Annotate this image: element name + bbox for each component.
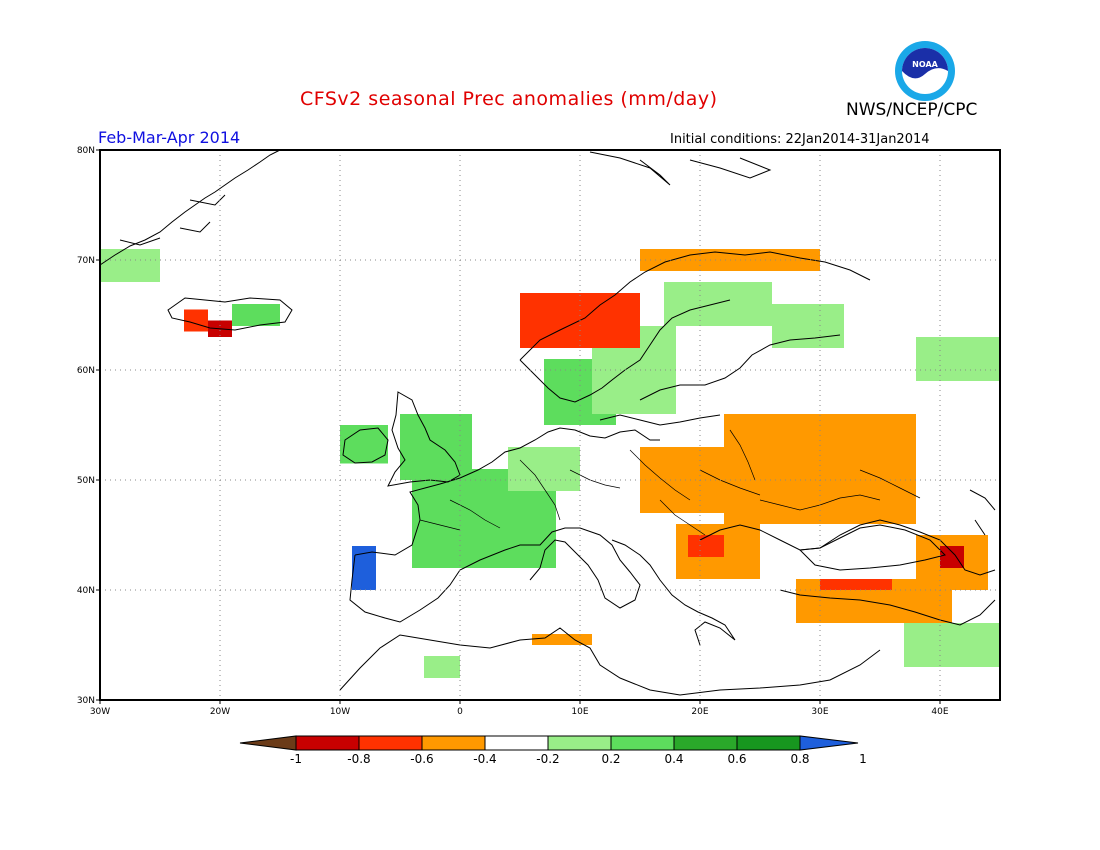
colorbar-label: 0.8 (790, 752, 809, 766)
lat-tick-label: 50N (77, 476, 95, 486)
colorbar-label: 0.4 (664, 752, 683, 766)
lon-tick-label: 20W (210, 707, 230, 717)
colorbar-label: -1 (290, 752, 302, 766)
lat-tick-label: 70N (77, 256, 95, 266)
colorbar-box (421, 735, 486, 751)
lon-tick-label: 10W (330, 707, 350, 717)
lat-tick-label: 60N (77, 366, 95, 376)
colorbar-arrow-right (799, 735, 859, 751)
anomaly-cell-germany-wet (508, 447, 580, 491)
colorbar-arrow-left (239, 735, 297, 751)
noaa-logo-text: NOAA (912, 60, 938, 69)
colorbar-box (358, 735, 423, 751)
lat-tick-label: 80N (77, 146, 95, 156)
axis-ticks: 30W 20W 10W 0 10E 20E 30E 40E 30N 40N 50N 60N 70N 80N (77, 146, 949, 717)
lat-tick-label: 40N (77, 586, 95, 596)
season-label: Feb-Mar-Apr 2014 (98, 128, 241, 147)
lon-tick-label: 10E (571, 707, 588, 717)
anomaly-cell-iceland-west-dry (184, 309, 208, 332)
anomaly-cell-north-africa-dry (532, 634, 592, 645)
anomaly-cell-ireland-wet (340, 425, 388, 464)
map-frame (99, 149, 1001, 701)
colorbar-box (673, 735, 738, 751)
noaa-logo: NOAA (895, 41, 955, 101)
anomaly-cell-iceland-east-wet (232, 304, 280, 326)
anomaly-cell-iberia-nw-very-wet (352, 546, 376, 590)
colorbar-label: -0.4 (473, 752, 496, 766)
graticule (100, 150, 1000, 700)
colorbar-label: -0.2 (536, 752, 559, 766)
colorbar-box (295, 735, 360, 751)
colorbar-label: 1 (859, 752, 867, 766)
anomaly-cell-turkey-strong-dry (820, 579, 892, 590)
colorbar-label: 0.2 (601, 752, 620, 766)
lon-tick-label: 30E (811, 707, 828, 717)
colorbar-box (610, 735, 675, 751)
colorbar: -1 -0.8 -0.6 -0.4 -0.2 0.2 0.4 0.6 0.8 1 (239, 735, 867, 766)
lon-tick-label: 30W (90, 707, 110, 717)
agency-label: NWS/NCEP/CPC (846, 100, 978, 120)
anomaly-cell-poland-dry (640, 447, 724, 513)
page-title: CFSv2 seasonal Prec anomalies (mm/day) (300, 88, 718, 110)
colorbar-box (736, 735, 801, 751)
colorbar-label: -0.6 (410, 752, 433, 766)
anomaly-cell-scandinavia-north-wet (664, 282, 772, 326)
lon-tick-label: 20E (691, 707, 708, 717)
anomaly-cell-finland-wet (772, 304, 844, 348)
colorbar-label: 0.6 (727, 752, 746, 766)
anomaly-cell-caucasus-strong-dry (940, 546, 964, 568)
coastlines (99, 149, 996, 696)
lon-tick-label: 40E (931, 707, 948, 717)
colorbar-box (547, 735, 612, 751)
anomaly-cell-morocco-wet (424, 656, 460, 678)
initial-conditions-label: Initial conditions: 22Jan2014-31Jan2014 (670, 132, 930, 147)
lon-tick-label: 0 (457, 707, 463, 717)
colorbar-label: -0.8 (347, 752, 370, 766)
anomaly-cell-hungary-strong-dry (688, 535, 724, 557)
anomaly-cell-greenland-wet (100, 249, 160, 282)
lat-tick-label: 30N (77, 696, 95, 706)
colorbar-box (484, 735, 549, 751)
anomaly-cell-russia-nw-wet (916, 337, 1000, 381)
anomaly-cell-levant-wet (904, 623, 1000, 667)
